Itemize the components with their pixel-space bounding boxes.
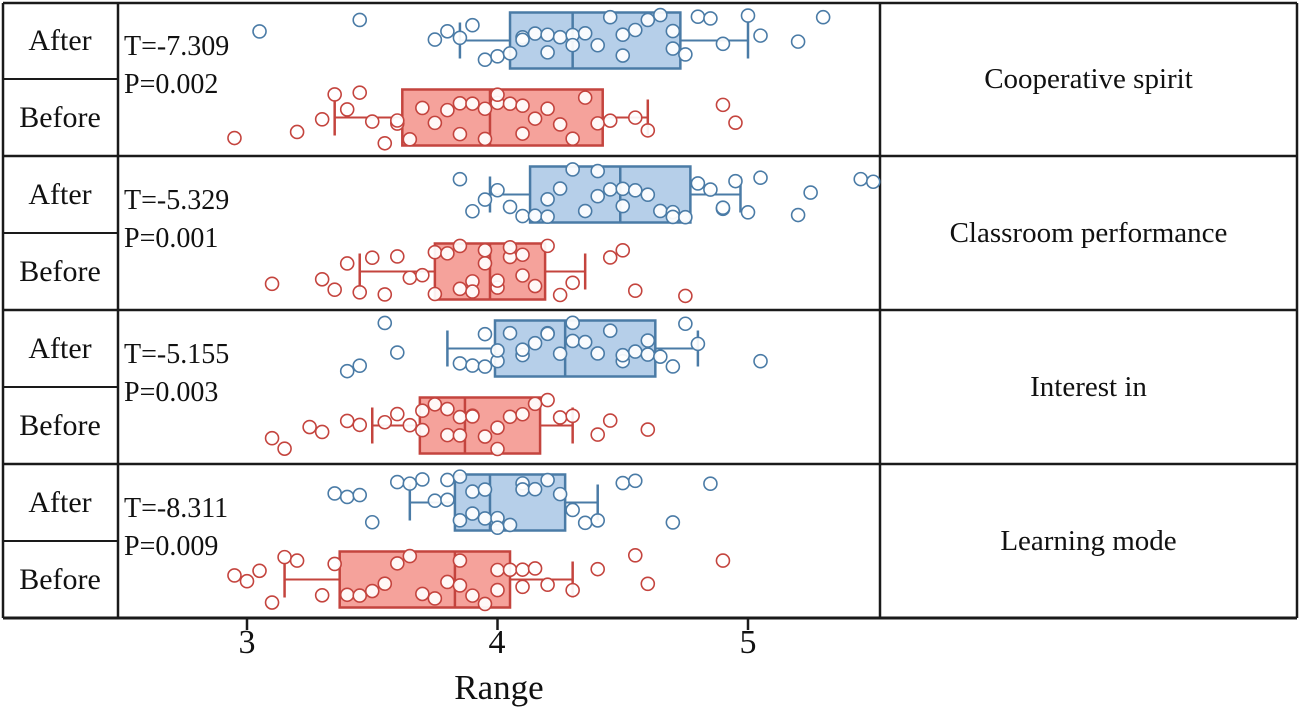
category-label-4: Learning mode xyxy=(1000,524,1177,557)
x-axis-label: Range xyxy=(454,668,544,707)
p-value: P=0.002 xyxy=(124,69,219,100)
row-label-before-2: Before xyxy=(19,254,101,288)
row-label-before-1: Before xyxy=(19,100,101,134)
x-tick-4: 4 xyxy=(488,624,506,661)
stats-group-1: T=-7.309 P=0.002 xyxy=(124,28,374,104)
row-label-before-3: Before xyxy=(19,408,101,442)
row-label-after-3: After xyxy=(28,331,92,365)
x-tick-5: 5 xyxy=(739,624,757,661)
t-stat: T=-5.329 xyxy=(124,185,230,216)
row-label-before-4: Before xyxy=(19,562,101,596)
stats-group-4: T=-8.311 P=0.009 xyxy=(124,490,374,566)
row-label-after-1: After xyxy=(28,23,92,57)
category-label-1: Cooperative spirit xyxy=(984,62,1193,95)
x-tick-3: 3 xyxy=(238,624,256,661)
t-stat: T=-5.155 xyxy=(124,339,230,370)
t-stat: T=-7.309 xyxy=(124,31,230,62)
p-value: P=0.003 xyxy=(124,377,219,408)
p-value: P=0.001 xyxy=(124,223,219,254)
stats-group-3: T=-5.155 P=0.003 xyxy=(124,336,374,412)
row-label-after-4: After xyxy=(28,485,92,519)
category-label-2: Classroom performance xyxy=(949,216,1228,249)
t-stat: T=-8.311 xyxy=(124,493,229,524)
p-value: P=0.009 xyxy=(124,531,219,562)
category-label-3: Interest in xyxy=(1030,370,1147,403)
row-label-after-2: After xyxy=(28,177,92,211)
stats-group-2: T=-5.329 P=0.001 xyxy=(124,182,374,258)
